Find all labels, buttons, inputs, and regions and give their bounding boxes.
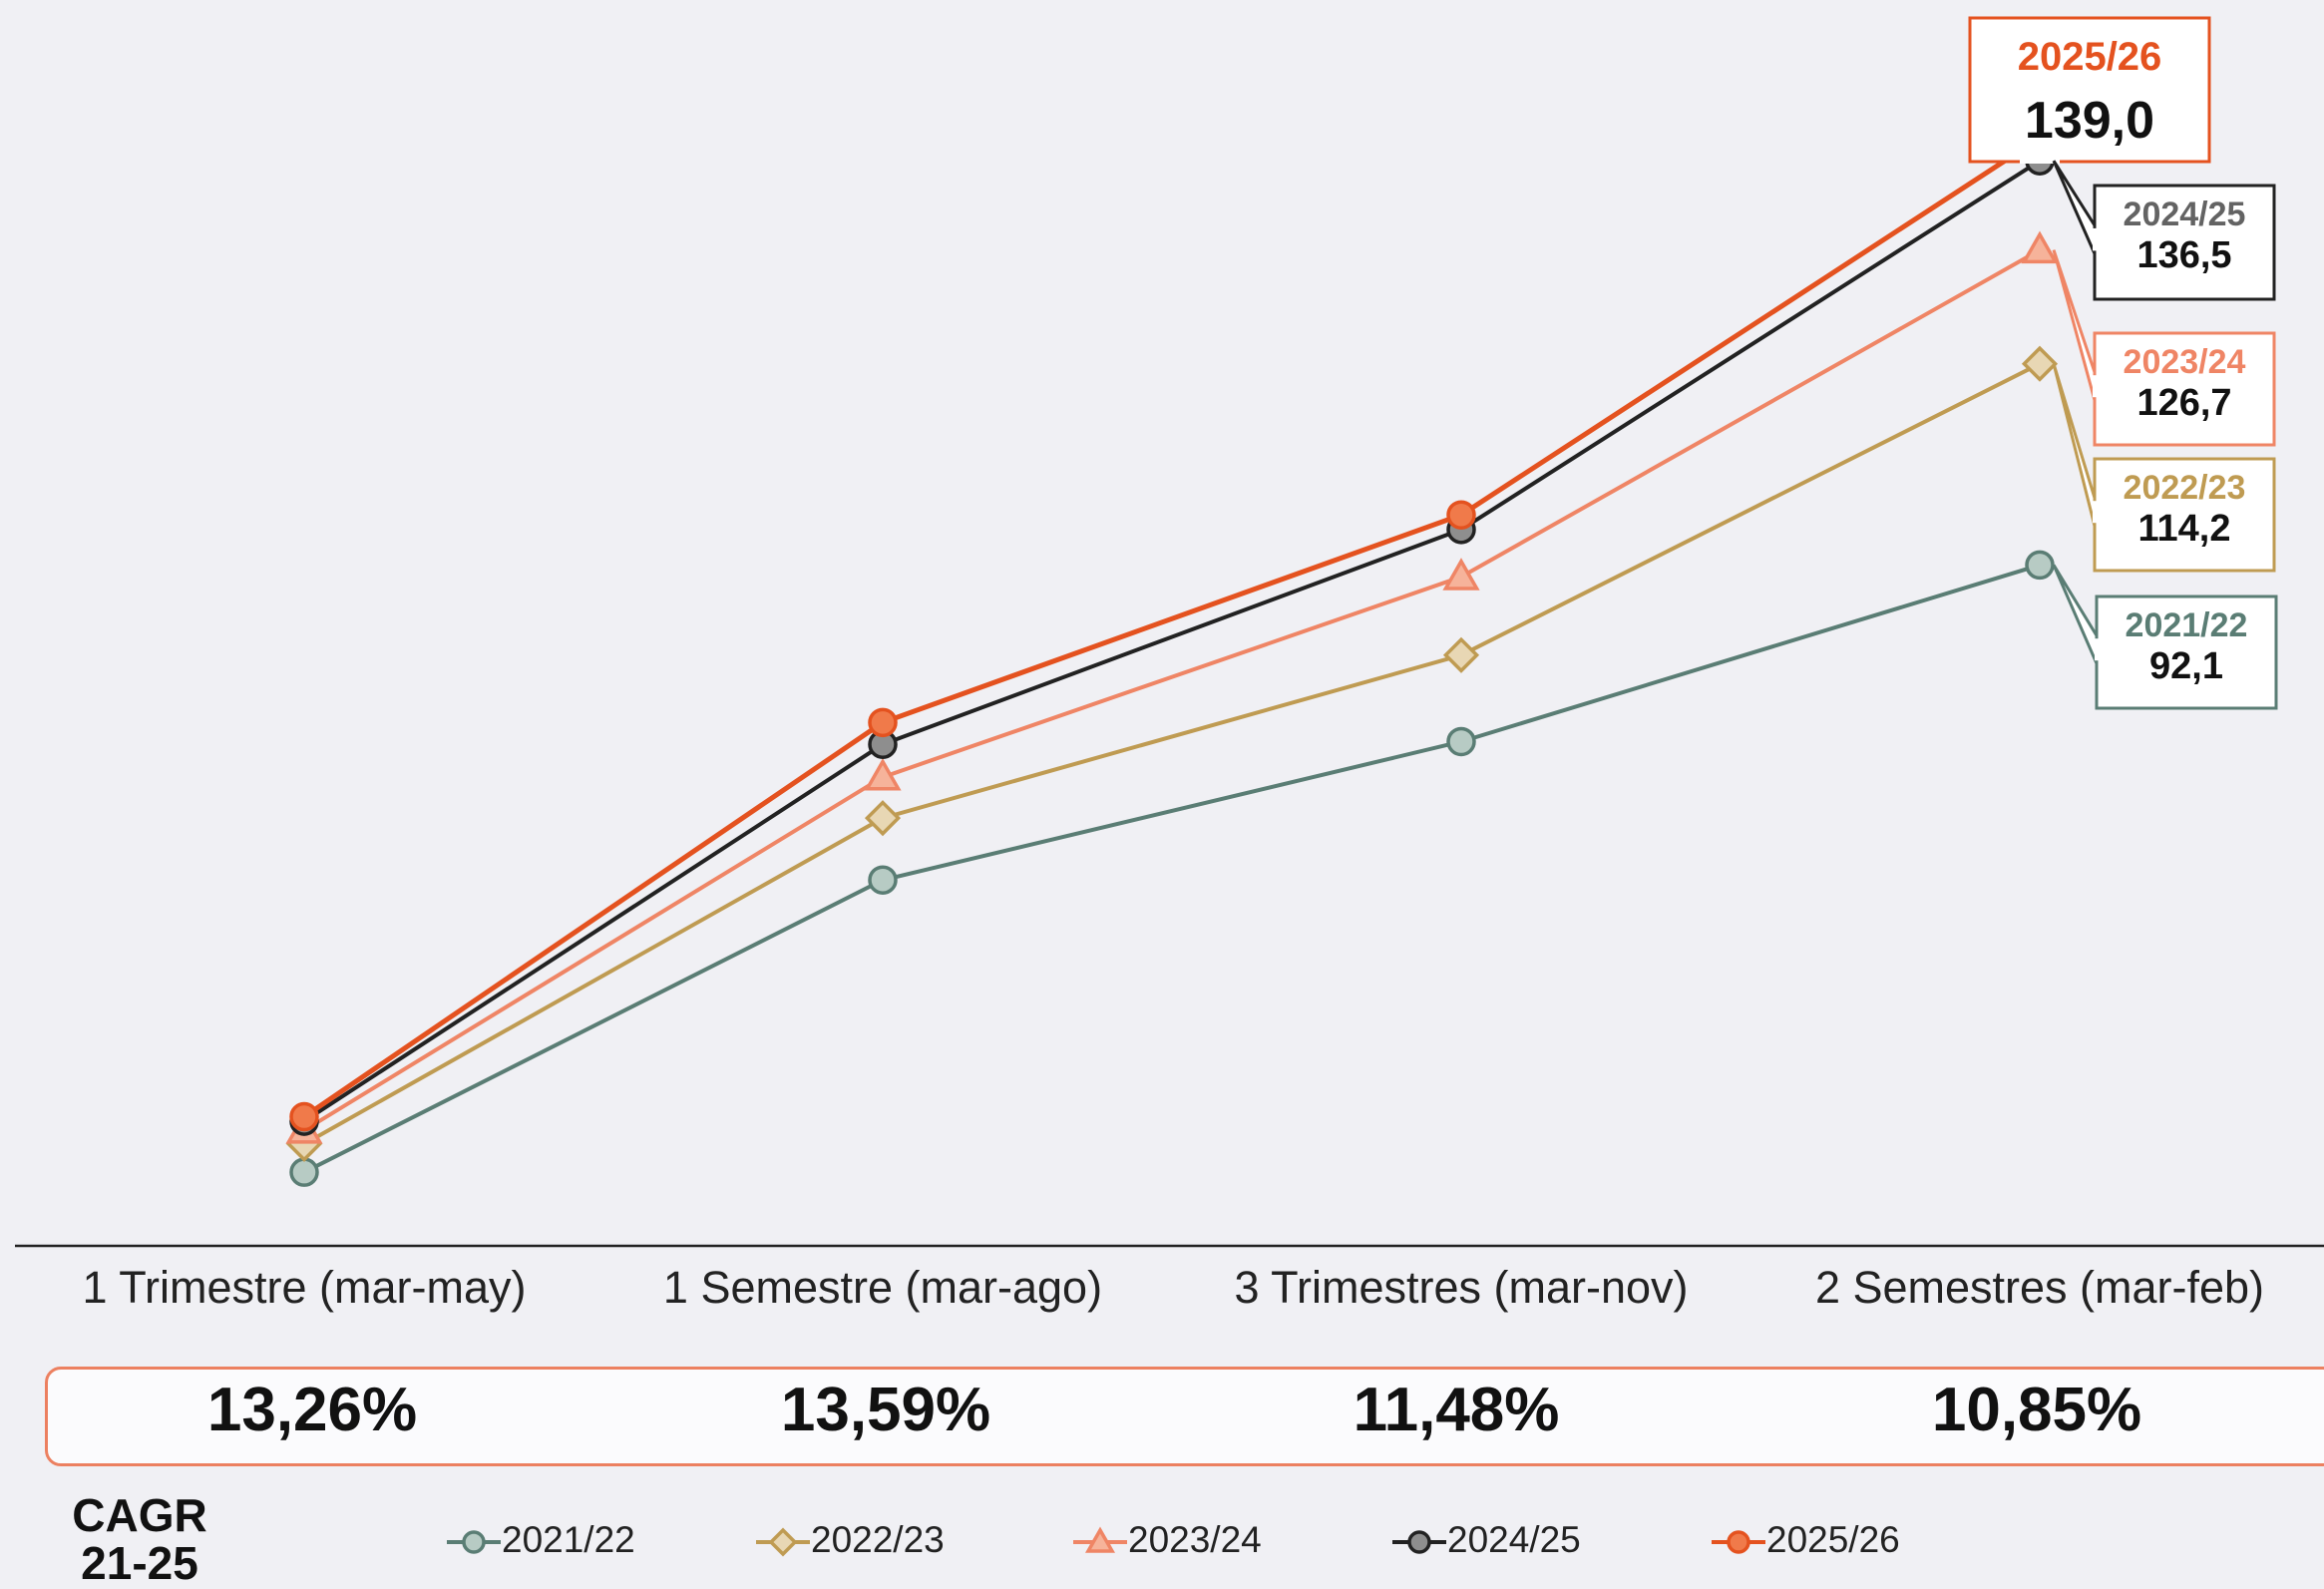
series-2022-23 bbox=[285, 345, 2059, 1162]
callout-year: 2024/25 bbox=[2124, 196, 2246, 233]
series-line bbox=[302, 159, 2042, 1123]
legend-label: 2023/24 bbox=[1128, 1519, 1262, 1560]
legend-markers bbox=[447, 1526, 1765, 1557]
cagr-box bbox=[45, 1367, 2324, 1466]
callout-value: 126,7 bbox=[2136, 382, 2231, 424]
legend-label: 2021/22 bbox=[502, 1519, 635, 1560]
data-point bbox=[2025, 550, 2055, 581]
series-line bbox=[303, 563, 2041, 1174]
cagr-title: CAGR 21-25 bbox=[72, 1489, 207, 1589]
data-point bbox=[1446, 500, 1476, 530]
category-label: 2 Semestres (mar-feb) bbox=[1814, 1262, 2265, 1313]
callout-pointer bbox=[2052, 249, 2097, 401]
category-label: 1 Trimestre (mar-may) bbox=[82, 1262, 527, 1313]
data-point bbox=[864, 800, 902, 837]
category-label: 3 Trimestres (mar-nov) bbox=[1234, 1262, 1689, 1313]
data-point bbox=[864, 757, 902, 791]
legend-label: 2022/23 bbox=[811, 1519, 945, 1560]
series-2025-26 bbox=[289, 123, 2055, 1132]
cagr-value: 13,59% bbox=[780, 1376, 991, 1444]
cagr-value: 11,48% bbox=[1353, 1376, 1560, 1444]
callout-year: 2021/22 bbox=[2126, 606, 2248, 644]
callout-year: 2025/26 bbox=[2018, 35, 2162, 79]
series-2021-22 bbox=[289, 550, 2055, 1187]
callout-value: 92,1 bbox=[2149, 645, 2223, 687]
data-point bbox=[1442, 558, 1480, 591]
series-line bbox=[303, 361, 2041, 1146]
data-point bbox=[1442, 636, 1480, 673]
series-line bbox=[302, 247, 2041, 1132]
data-point bbox=[2021, 345, 2059, 382]
legend-label: 2025/26 bbox=[1766, 1519, 1900, 1560]
callout-pointer bbox=[2052, 160, 2097, 255]
data-point bbox=[2021, 230, 2059, 264]
callout-value: 114,2 bbox=[2138, 508, 2231, 550]
legend-marker bbox=[1084, 1526, 1116, 1553]
data-point bbox=[1446, 726, 1476, 757]
legend-marker bbox=[462, 1530, 486, 1554]
series-2023-24 bbox=[285, 230, 2059, 1144]
category-label: 1 Semestre (mar-ago) bbox=[662, 1262, 1103, 1313]
callout-year: 2023/24 bbox=[2124, 343, 2246, 381]
end-label-2025-26: 2025/26 139,0 bbox=[1968, 16, 2211, 164]
callout-box bbox=[2093, 457, 2276, 573]
callout-box bbox=[1968, 16, 2211, 164]
callout-value: 139,0 bbox=[2025, 92, 2154, 150]
data-point bbox=[289, 1101, 319, 1132]
callout-pointer bbox=[2052, 564, 2099, 664]
data-point bbox=[868, 707, 898, 738]
data-point bbox=[289, 1157, 319, 1187]
legend-marker bbox=[1727, 1530, 1750, 1554]
callout-value: 136,5 bbox=[2136, 234, 2231, 276]
series-line bbox=[302, 136, 2042, 1119]
legend-marker bbox=[768, 1527, 798, 1557]
callout-pointer bbox=[2052, 363, 2097, 527]
cagr-value: 13,26% bbox=[206, 1376, 418, 1444]
legend-marker bbox=[1407, 1530, 1431, 1554]
callout-year: 2022/23 bbox=[2124, 469, 2246, 507]
cagr-value: 10,85% bbox=[1931, 1376, 2142, 1444]
data-point bbox=[868, 865, 898, 895]
legend-label: 2024/25 bbox=[1447, 1519, 1581, 1560]
